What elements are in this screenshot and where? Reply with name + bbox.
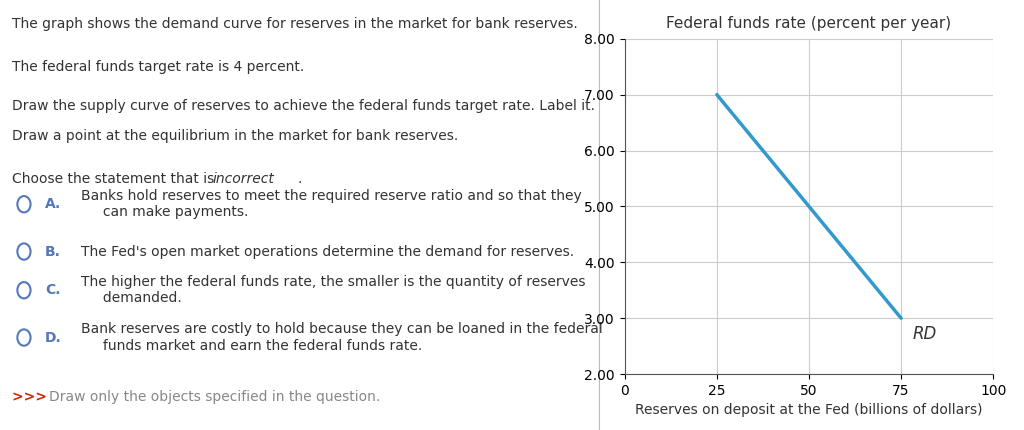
Text: Bank reserves are costly to hold because they can be loaned in the federal
     : Bank reserves are costly to hold because… (81, 322, 602, 353)
Text: The federal funds target rate is 4 percent.: The federal funds target rate is 4 perce… (12, 60, 304, 74)
Text: incorrect: incorrect (213, 172, 274, 186)
Text: The graph shows the demand curve for reserves in the market for bank reserves.: The graph shows the demand curve for res… (12, 17, 578, 31)
Text: A.: A. (45, 197, 61, 211)
Text: Banks hold reserves to meet the required reserve ratio and so that they
     can: Banks hold reserves to meet the required… (81, 189, 582, 219)
Text: D.: D. (45, 331, 61, 344)
Text: Choose the statement that is: Choose the statement that is (12, 172, 218, 186)
Text: .: . (298, 172, 302, 186)
X-axis label: Reserves on deposit at the Fed (billions of dollars): Reserves on deposit at the Fed (billions… (635, 403, 983, 418)
Text: >>>: >>> (12, 390, 52, 404)
Text: The higher the federal funds rate, the smaller is the quantity of reserves
     : The higher the federal funds rate, the s… (81, 275, 586, 305)
Text: The Fed's open market operations determine the demand for reserves.: The Fed's open market operations determi… (81, 245, 574, 258)
Text: Draw only the objects specified in the question.: Draw only the objects specified in the q… (49, 390, 380, 404)
Text: Draw a point at the equilibrium in the market for bank reserves.: Draw a point at the equilibrium in the m… (12, 129, 458, 143)
Text: Draw the supply curve of reserves to achieve the federal funds target rate. Labe: Draw the supply curve of reserves to ach… (12, 99, 595, 113)
Text: RD: RD (912, 325, 936, 343)
Text: B.: B. (45, 245, 60, 258)
Title: Federal funds rate (percent per year): Federal funds rate (percent per year) (667, 15, 951, 31)
Text: C.: C. (45, 283, 60, 297)
